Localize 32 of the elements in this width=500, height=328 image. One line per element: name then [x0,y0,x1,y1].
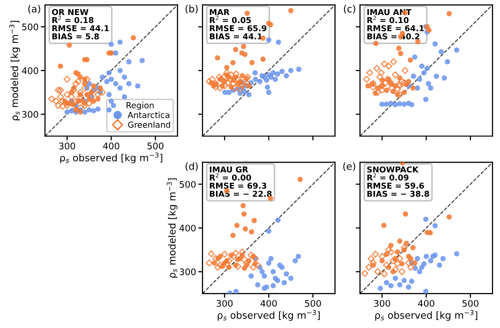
x-tick-label: 400 [418,300,434,307]
chart-title: (a) [28,4,40,14]
x-axis-title: ρ$_{s}$ observed [kg m$^{−3}$] [60,152,162,164]
chart-title: (d) [186,162,198,172]
y-tick-label: 500 [180,180,196,188]
x-tick-label: 500 [462,300,478,307]
x-tick-label: 300 [374,300,390,307]
annotation: SNOWPACK R$^{2}$ = 0.09 RMSE = 59.6 BIAS = − 38.8 [367,166,430,197]
y-axis-title: ρ$_{s}$ modeled [kg m$^{−3}$] [9,20,20,120]
y-tick-label: 400 [179,224,196,232]
y-tick-label: 300 [180,268,196,276]
annotation: OR NEW R$^{2}$ = 0.18 RMSE = 44.1 BIAS = 5.8 [52,9,109,40]
legend-title: Region [126,102,154,110]
x-tick-label: 300 [59,142,76,150]
x-tick-label: 400 [260,300,277,307]
y-tick-label: 300 [22,110,38,118]
legend-label: Antarctica [128,112,170,118]
x-tick-label: 300 [216,300,233,307]
y-tick-label: 400 [22,67,38,74]
x-tick-label: 500 [305,300,321,307]
x-tick-label: 400 [103,142,120,150]
legend-label: Greenland [128,121,170,128]
chart-title: (b) [186,4,198,14]
chart-title: (e) [343,162,356,172]
annotation: IMAU GR R$^{2}$ = 0.00 RMSE = 69.3 BIAS = − 22.8 [210,166,272,197]
x-axis-title: ρ$_{s}$ observed [kg m$^{−3}$] [375,310,478,321]
y-axis-title: ρ$_{s}$ modeled [kg m$^{−3}$] [166,178,178,278]
x-tick-label: 500 [148,142,164,150]
annotation: MAR R$^{2}$ = 0.05 RMSE = 65.9 BIAS = 44.1 [210,9,266,40]
y-tick-label: 500 [22,24,38,30]
chart-title: (c) [344,4,356,14]
x-axis-title: ρ$_{s}$ observed [kg m$^{−3}$] [218,310,320,321]
